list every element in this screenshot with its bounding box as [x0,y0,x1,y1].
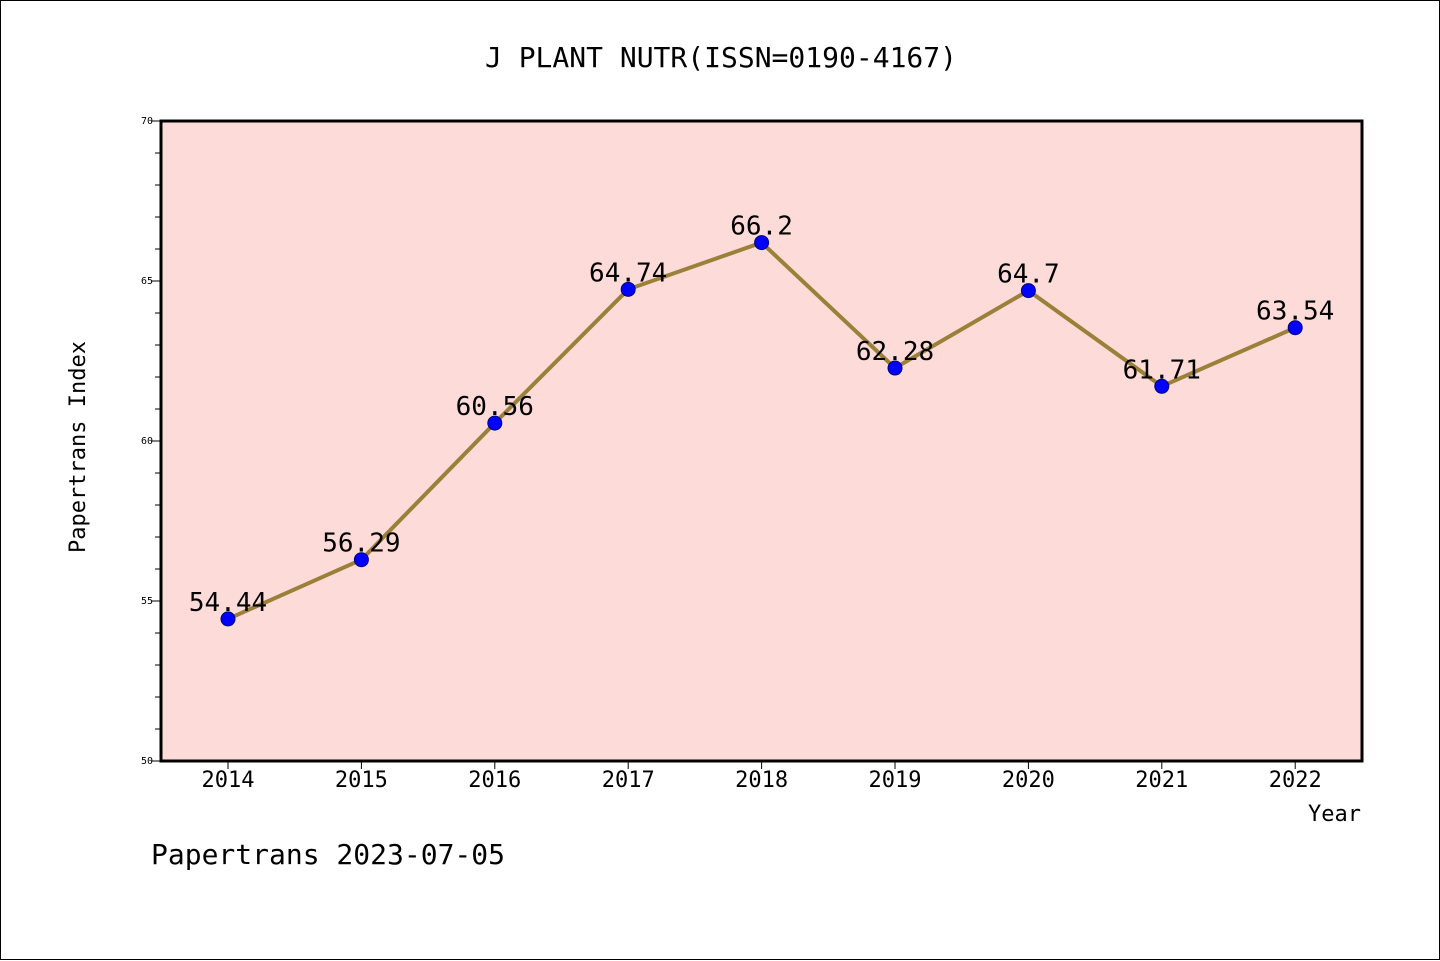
x-tick-label: 2016 [468,768,521,793]
x-tick-label: 2019 [869,768,922,793]
data-label: 63.54 [1256,297,1334,327]
y-tick-label: 70 [141,116,153,127]
data-label: 60.56 [456,392,534,422]
data-point [620,281,636,297]
y-axis: 50 55 60 65 70 [141,116,161,767]
y-tick-label: 55 [141,596,153,607]
x-tick-label: 2020 [1002,768,1055,793]
data-label: 54.44 [189,588,267,618]
data-point [353,552,369,568]
data-label: 62.28 [856,337,934,367]
x-tick-label: 2015 [335,768,388,793]
data-label: 64.7 [997,260,1060,290]
data-label: 56.29 [322,529,400,559]
data-point [754,235,770,251]
x-tick-label: 2014 [202,768,255,793]
y-axis-label: Papertrans Index [66,341,91,553]
chart-title: J PLANT NUTR(ISSN=0190-4167) [485,41,957,74]
data-point [487,415,503,431]
data-label: 66.2 [730,212,793,242]
plot-area [159,119,1364,763]
y-tick-label: 50 [141,756,153,767]
data-point [1287,320,1303,336]
y-tick-label: 65 [141,276,153,287]
data-label: 61.71 [1123,355,1201,385]
data-point [1154,378,1170,394]
data-point [220,611,236,627]
data-series [220,235,1303,627]
x-tick-label: 2018 [735,768,788,793]
data-labels: 54.44 56.29 60.56 64.74 66.2 62.28 64.7 61.71 63… [189,212,1334,618]
y-tick-label: 60 [141,436,153,447]
x-axis-label: Year [1308,802,1361,827]
footer-watermark: Papertrans 2023-07-05 [151,838,505,871]
data-point [887,360,903,376]
data-point [1020,283,1036,299]
data-label: 64.74 [589,258,667,288]
x-tick-label: 2017 [602,768,655,793]
x-axis: 2014 2015 2016 2017 2018 2019 2020 2021 2022 [202,761,1322,793]
x-tick-label: 2022 [1269,768,1322,793]
x-tick-label: 2021 [1135,768,1188,793]
